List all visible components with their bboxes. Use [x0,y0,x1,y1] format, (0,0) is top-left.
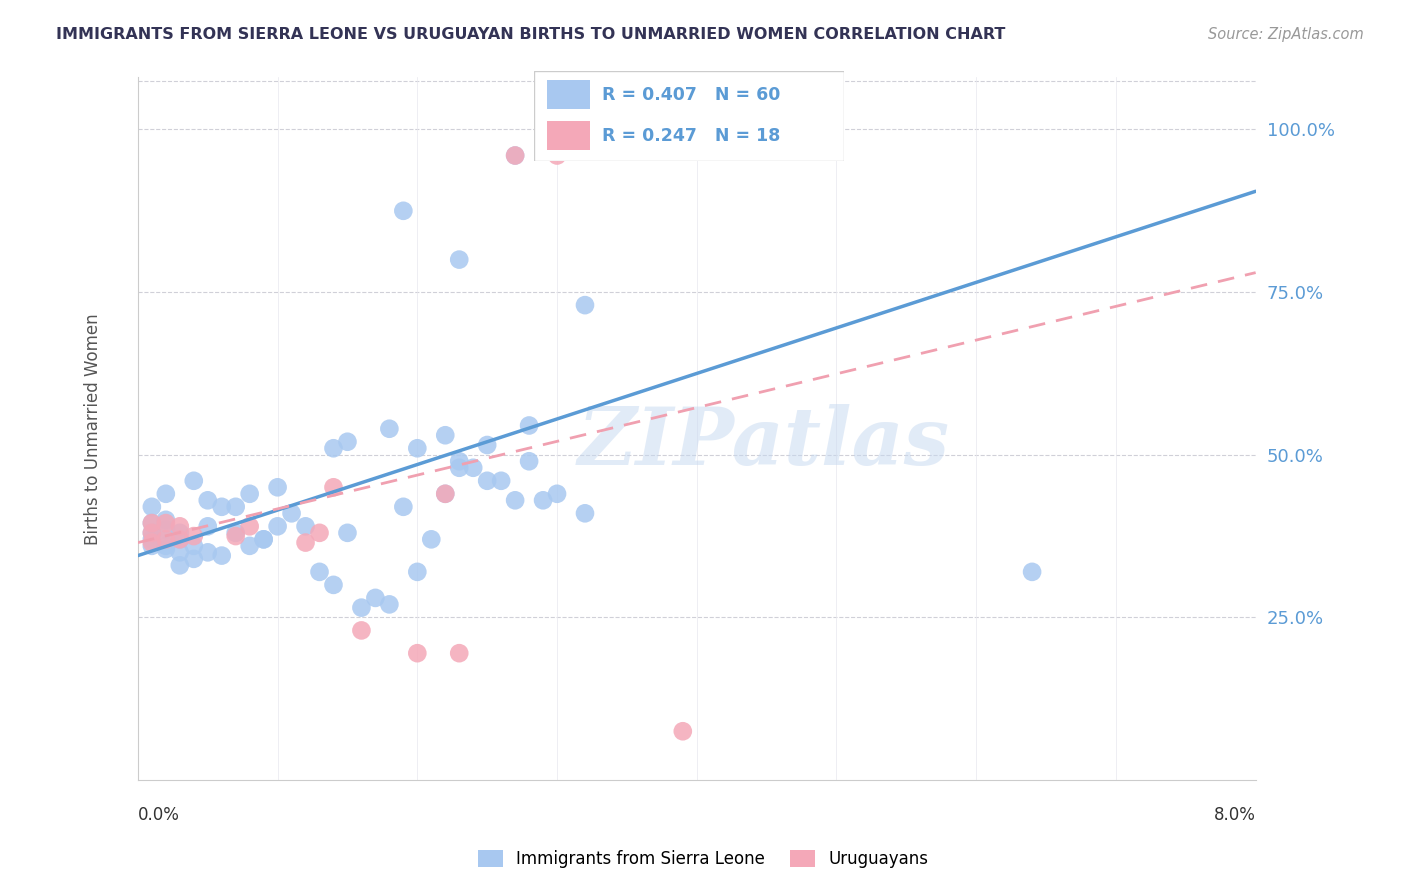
Point [517,454,540,468]
Text: ZIPatlas: ZIPatlas [578,404,950,482]
Bar [547,80,591,109]
Point [239,487,262,501]
Y-axis label: Births to Unmarried Women: Births to Unmarried Women [84,313,103,544]
Point [141,525,163,540]
Point [392,203,415,218]
Point [503,493,526,508]
Text: Source: ZipAtlas.com: Source: ZipAtlas.com [1208,27,1364,42]
Point [169,533,191,547]
Point [336,434,359,449]
Point [141,525,163,540]
Point [141,533,163,547]
Point [463,460,485,475]
Point [183,539,205,553]
Text: R = 0.247   N = 18: R = 0.247 N = 18 [602,127,780,145]
Point [253,533,276,547]
Point [434,487,457,501]
Point [336,525,359,540]
Point [197,493,219,508]
Point [294,519,316,533]
Point [239,539,262,553]
Point [197,545,219,559]
Point [211,549,233,563]
Point [489,474,512,488]
Point [239,519,262,533]
Point [141,516,163,530]
Point [155,487,177,501]
Point [169,525,191,540]
Point [266,519,288,533]
Point [434,487,457,501]
Point [503,148,526,162]
Point [141,500,163,514]
Point [155,523,177,537]
Point [308,565,330,579]
Point [364,591,387,605]
Point [253,533,276,547]
Point [322,578,344,592]
Point [477,438,499,452]
Bar [547,121,591,150]
Legend: Immigrants from Sierra Leone, Uruguayans: Immigrants from Sierra Leone, Uruguayans [471,843,935,875]
Point [225,525,247,540]
Point [531,493,554,508]
Point [420,533,443,547]
Point [141,516,163,530]
Point [308,525,330,540]
Point [183,552,205,566]
Point [503,148,526,162]
Point [211,500,233,514]
Point [378,598,401,612]
Point [574,506,596,520]
Point [392,500,415,514]
Point [517,418,540,433]
Point [155,513,177,527]
Text: R = 0.407   N = 60: R = 0.407 N = 60 [602,86,780,103]
Point [155,516,177,530]
Point [449,454,471,468]
Point [225,529,247,543]
Point [169,533,191,547]
Point [406,565,429,579]
Point [546,487,568,501]
Point [155,533,177,547]
Point [280,506,302,520]
Point [477,474,499,488]
Point [574,298,596,312]
FancyBboxPatch shape [534,71,844,161]
Point [322,442,344,456]
Point [406,646,429,660]
Point [141,535,163,549]
Point [169,545,191,559]
Point [350,600,373,615]
Point [294,535,316,549]
Point [449,252,471,267]
Point [197,519,219,533]
Point [183,474,205,488]
Text: 8.0%: 8.0% [1213,806,1256,824]
Point [155,539,177,553]
Point [546,148,568,162]
Point [449,646,471,660]
Text: 0.0%: 0.0% [138,806,180,824]
Text: IMMIGRANTS FROM SIERRA LEONE VS URUGUAYAN BIRTHS TO UNMARRIED WOMEN CORRELATION : IMMIGRANTS FROM SIERRA LEONE VS URUGUAYA… [56,27,1005,42]
Point [169,558,191,573]
Point [183,529,205,543]
Point [155,542,177,557]
Point [169,519,191,533]
Point [350,624,373,638]
Point [1021,565,1043,579]
Point [449,460,471,475]
Point [434,428,457,442]
Point [672,724,695,739]
Point [322,480,344,494]
Point [378,422,401,436]
Point [225,500,247,514]
Point [266,480,288,494]
Point [141,539,163,553]
Point [406,442,429,456]
